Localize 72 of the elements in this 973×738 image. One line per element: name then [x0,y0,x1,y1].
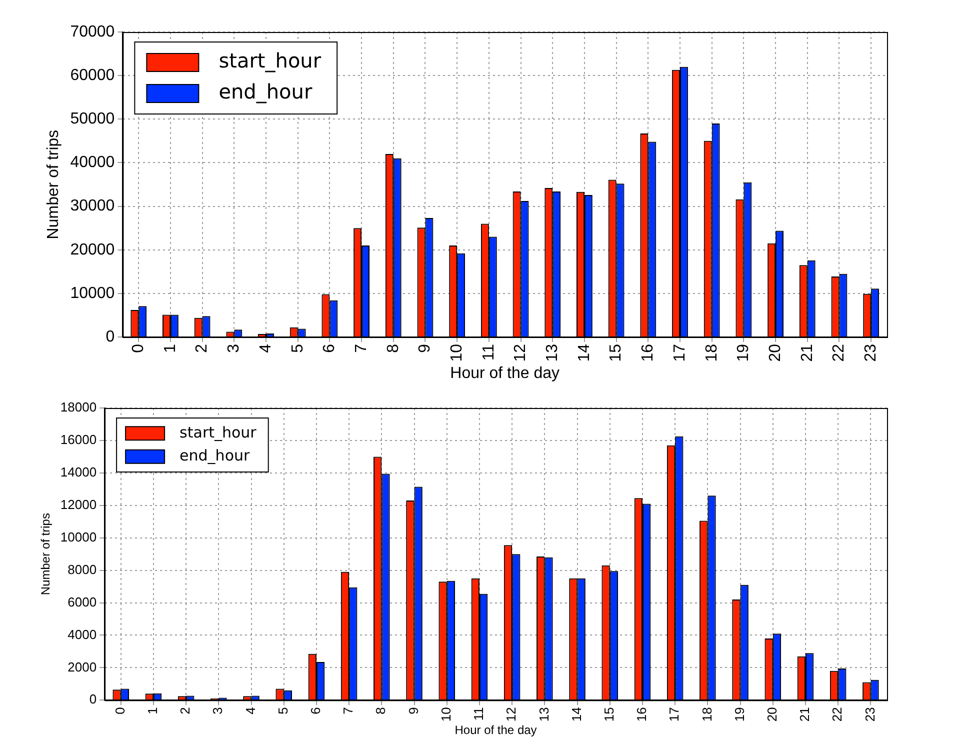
x-tick-label: 4 [257,344,274,353]
y-tick-label: 30000 [70,198,115,215]
x-tick-label: 4 [242,707,258,714]
x-tick-label: 11 [471,707,486,721]
x-tick-label: 19 [732,707,747,722]
y-tick-label: 6000 [68,594,97,610]
x-tick-label: 7 [340,707,356,714]
legend-label: start_hour [218,48,322,73]
x-tick-label: 0 [112,707,128,714]
x-tick-label: 22 [830,707,845,722]
x-axis-title: Hour of the day [454,723,537,738]
y-tick-label: 20000 [70,241,115,258]
x-tick-label: 18 [699,707,714,722]
x-tick-label: 10 [448,344,466,362]
x-tick-label: 13 [536,707,552,722]
x-tick-label: 15 [608,344,625,362]
x-tick-label: 20 [766,344,784,362]
legend-label: start_hour [180,423,258,442]
legend-label: end_hour [180,446,250,465]
x-tick-label: 14 [568,707,584,722]
x-tick-label: 7 [352,344,370,353]
y-tick-label: 70000 [70,23,115,40]
x-tick-label: 16 [640,344,657,362]
x-tick-label: 23 [862,344,880,362]
y-tick-label: 18000 [60,400,97,415]
x-tick-label: 6 [308,707,324,714]
x-tick-label: 0 [130,344,148,353]
y-tick-label: 16000 [60,432,97,448]
x-tick-label: 6 [321,344,338,353]
x-tick-label: 3 [226,344,243,353]
y-tick-label: 50000 [70,110,115,128]
x-tick-label: 17 [666,707,682,722]
x-tick-label: 1 [162,344,179,353]
y-axis-title: Number of trips [38,513,53,596]
y-tick-label: 2000 [68,659,97,674]
legend-label: end_hour [218,80,313,104]
x-tick-label: 17 [671,344,688,362]
x-tick-label: 5 [275,707,290,714]
x-tick-label: 2 [178,707,193,714]
x-tick-label: 22 [830,344,848,362]
y-tick-label: 8000 [68,562,97,577]
x-tick-label: 9 [406,707,421,714]
y-tick-label: 40000 [70,154,115,172]
x-tick-label: 8 [384,344,402,353]
y-tick-label: 10000 [60,529,97,544]
x-tick-label: 18 [703,344,720,362]
x-tick-label: 12 [512,344,530,362]
y-tick-label: 14000 [60,464,97,480]
x-tick-label: 16 [634,707,650,722]
x-tick-label: 12 [504,707,519,722]
x-tick-label: 8 [373,707,388,714]
x-tick-label: 21 [798,344,816,362]
x-tick-label: 2 [194,344,211,353]
x-tick-label: 10 [438,707,454,722]
y-axis-title: Number of trips [45,130,62,240]
x-tick-label: 3 [210,707,226,714]
x-tick-label: 19 [735,344,752,362]
x-tick-label: 13 [544,344,562,362]
y-tick-label: 60000 [70,66,115,84]
x-tick-label: 9 [416,344,434,353]
x-tick-label: 11 [480,344,498,361]
x-tick-label: 1 [145,707,160,714]
y-tick-label: 10000 [70,284,115,302]
x-tick-label: 20 [764,707,780,722]
y-tick-label: 4000 [68,626,97,642]
x-axis-title: Hour of the day [450,364,560,382]
x-tick-label: 21 [797,707,812,722]
y-tick-label: 12000 [60,496,97,512]
x-tick-label: 5 [289,344,306,353]
x-tick-label: 15 [601,707,616,722]
x-tick-label: 14 [576,344,593,362]
x-tick-label: 23 [862,707,878,722]
